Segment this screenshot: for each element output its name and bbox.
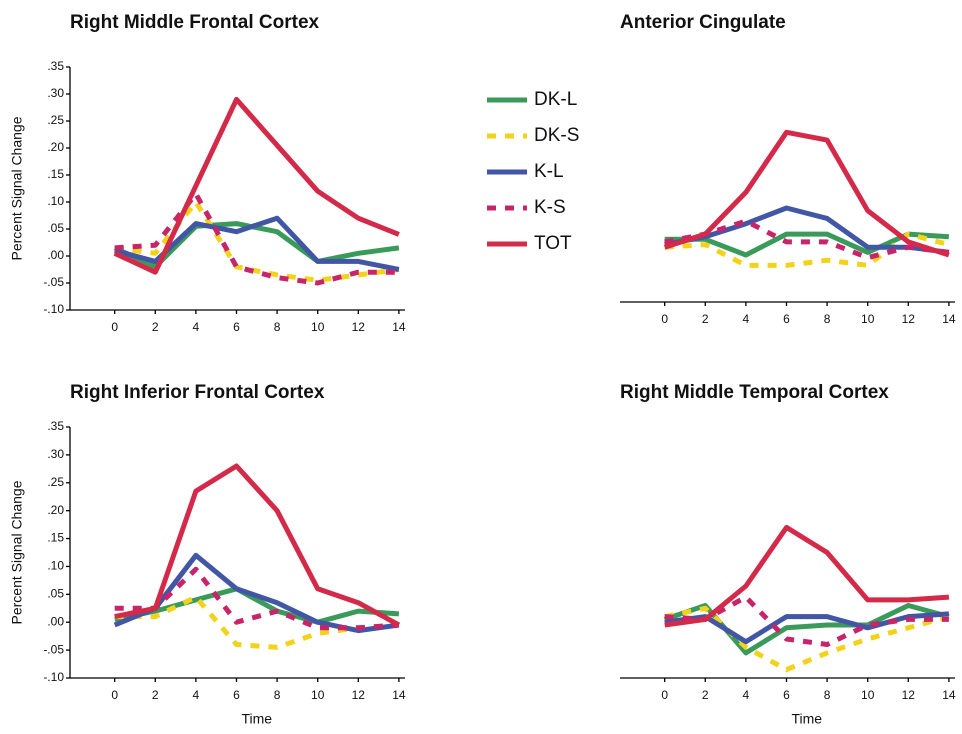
x-tick-label: 2 <box>702 688 709 702</box>
x-tick-label: 14 <box>392 688 406 702</box>
y-tick-label: .25 <box>47 113 64 127</box>
y-tick-label: .10 <box>47 559 64 573</box>
y-tick-label: .30 <box>47 86 64 100</box>
x-tick-label: 2 <box>702 312 709 326</box>
x-tick-label: 8 <box>274 688 281 702</box>
x-tick-label: 4 <box>193 320 200 334</box>
y-tick-label: -.05 <box>43 642 64 656</box>
series-line <box>663 129 950 258</box>
x-tick-label: 0 <box>661 688 668 702</box>
x-tick-label: 10 <box>861 312 875 326</box>
y-tick-label: .05 <box>47 221 64 235</box>
series-line <box>114 199 400 283</box>
x-tick-label: 2 <box>152 688 159 702</box>
x-tick-label: 6 <box>233 320 240 334</box>
x-tick-label: 6 <box>233 688 240 702</box>
x-tick-label: 0 <box>111 688 118 702</box>
series-line <box>664 605 950 673</box>
series-line <box>664 231 950 268</box>
series-line <box>664 205 950 255</box>
y-tick-label: .05 <box>47 587 64 601</box>
chart-title: Right Inferior Frontal Cortex <box>70 382 325 403</box>
x-tick-label: 14 <box>942 688 956 702</box>
x-tick-label: 10 <box>861 688 875 702</box>
y-tick-label: .30 <box>47 447 64 461</box>
series-line <box>114 586 400 625</box>
y-tick-label: .35 <box>47 419 64 433</box>
legend-label: DK-S <box>534 125 579 146</box>
x-tick-label: 8 <box>274 320 281 334</box>
legend-label: TOT <box>534 233 572 254</box>
series-line <box>664 218 950 261</box>
y-axis-label: Percent Signal Change <box>9 480 25 624</box>
x-tick-label: 10 <box>311 688 325 702</box>
series-line <box>664 594 949 647</box>
chart-title: Right Middle Temporal Cortex <box>620 382 889 403</box>
y-tick-label: .15 <box>47 167 64 181</box>
series-line <box>114 594 400 650</box>
x-tick-label: 4 <box>193 688 200 702</box>
y-tick-label: .00 <box>47 614 64 628</box>
x-tick-label: 12 <box>902 688 916 702</box>
x-tick-label: 6 <box>783 312 790 326</box>
series-line <box>114 463 401 628</box>
series-line <box>114 191 399 286</box>
y-tick-label: .20 <box>47 140 64 154</box>
y-axis-label: Percent Signal Change <box>9 116 25 260</box>
x-tick-label: 10 <box>311 320 325 334</box>
x-tick-label: 12 <box>352 688 366 702</box>
legend-label: DK-L <box>534 89 577 110</box>
legend-label: K-S <box>534 197 566 218</box>
y-tick-label: .00 <box>47 248 64 262</box>
x-tick-label: 8 <box>824 688 831 702</box>
x-tick-label: 12 <box>902 312 916 326</box>
series-line <box>664 524 950 628</box>
x-tick-label: 0 <box>661 312 668 326</box>
x-tick-label: 6 <box>783 688 790 702</box>
y-tick-label: .35 <box>47 59 64 73</box>
y-tick-label: .25 <box>47 475 64 489</box>
chart-title: Anterior Cingulate <box>620 12 786 33</box>
x-tick-label: 8 <box>824 312 831 326</box>
x-axis-label: Time <box>791 711 822 727</box>
y-tick-label: .10 <box>47 194 64 208</box>
series-line <box>113 96 400 275</box>
x-tick-label: 4 <box>743 688 750 702</box>
y-tick-label: -.05 <box>43 275 64 289</box>
x-tick-label: 12 <box>352 320 366 334</box>
y-tick-label: .20 <box>47 503 64 517</box>
series-line <box>114 566 400 631</box>
x-tick-label: 0 <box>111 320 118 334</box>
legend-label: K-L <box>534 161 564 182</box>
x-tick-label: 2 <box>152 320 159 334</box>
series-line <box>113 552 400 634</box>
x-tick-label: 14 <box>942 312 956 326</box>
chart-title: Right Middle Frontal Cortex <box>70 12 320 33</box>
x-tick-label: 4 <box>743 312 750 326</box>
x-tick-label: 14 <box>392 320 406 334</box>
y-tick-label: .15 <box>47 531 64 545</box>
x-axis-label: Time <box>241 711 272 727</box>
series-line <box>664 611 950 645</box>
y-tick-label: -.10 <box>43 670 64 684</box>
y-tick-label: -.10 <box>43 302 64 316</box>
